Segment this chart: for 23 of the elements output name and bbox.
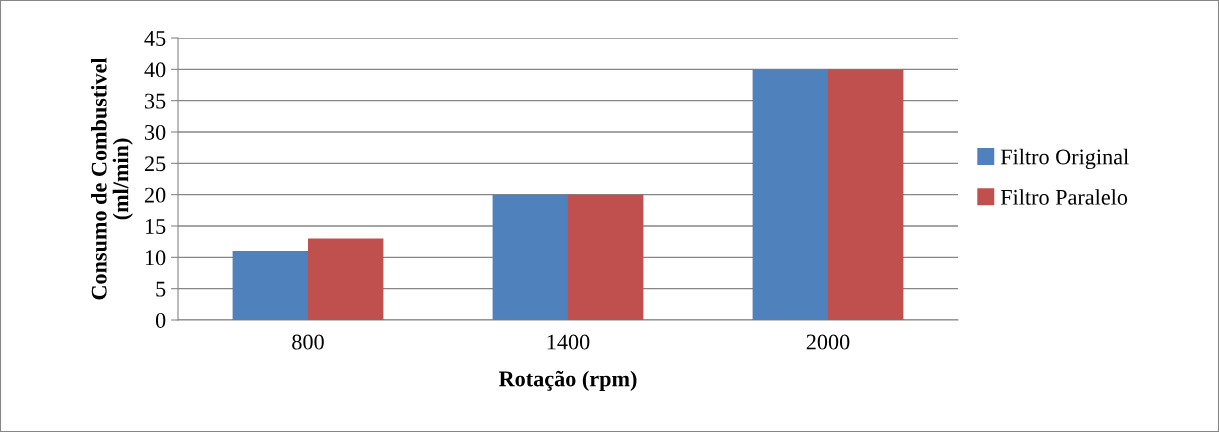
legend-label: Filtro Original	[1000, 148, 1129, 170]
y-tick-label: 5	[156, 281, 166, 297]
y-axis-title: Consumo de Combustivel (ml/min)	[91, 57, 133, 300]
y-tick-label: 15	[145, 219, 166, 234]
bar	[492, 194, 568, 320]
bar	[752, 69, 828, 320]
y-tick-label: 45	[144, 31, 166, 46]
legend-label: Filtro Paralelo	[1000, 189, 1128, 205]
y-tick-label: 40	[144, 62, 166, 78]
x-tick-label: 800	[292, 334, 324, 350]
bar	[568, 194, 644, 320]
y-tick-label: 10	[145, 250, 166, 266]
bar	[308, 238, 384, 320]
y-tick-label: 0	[155, 312, 166, 328]
y-tick-label: 25	[144, 156, 166, 172]
bar	[232, 251, 308, 320]
y-tick-label: 20	[144, 187, 166, 203]
x-tick-label: 1400	[547, 334, 590, 350]
x-axis-title: Rotação (rpm)	[498, 370, 637, 391]
y-tick-label: 35	[145, 93, 166, 109]
x-tick-label: 2000	[806, 334, 850, 350]
y-tick-label: 30	[145, 124, 166, 140]
bar	[828, 69, 904, 320]
